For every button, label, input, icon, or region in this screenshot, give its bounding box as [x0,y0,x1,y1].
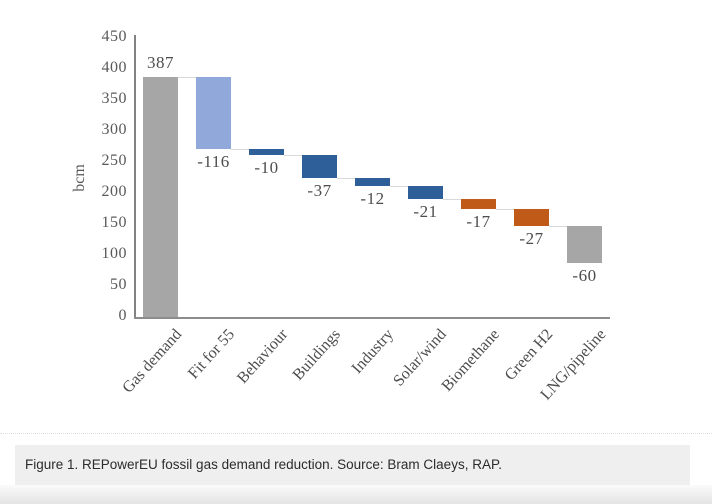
figure-caption: Figure 1. REPowerEU fossil gas demand re… [25,457,502,472]
bar-value-label: -17 [466,212,491,232]
y-tick-label: 450 [101,28,127,45]
y-tick-label: 0 [118,307,127,324]
waterfall-connector [337,178,355,180]
waterfall-connector [231,148,249,150]
bar-buildings [302,155,337,179]
bar-value-label: -37 [307,181,332,201]
x-category-label-behaviour: Behaviour [233,326,292,387]
bar-fit-for-55 [196,77,231,149]
page-bottom-edge [0,485,712,504]
y-tick-label: 300 [101,121,127,138]
waterfall-connector [443,198,461,200]
y-tick-label: 50 [110,276,127,293]
bar-value-label: -10 [254,158,279,178]
bar-industry [355,178,390,186]
waterfall-connector [284,155,302,157]
y-tick-label: 150 [101,214,127,231]
y-tick-label: 200 [101,183,127,200]
x-axis-line [134,317,610,319]
x-category-label-industry: Industry [348,326,398,378]
y-tick-label: 100 [101,245,127,262]
y-axis-line [134,35,136,318]
waterfall-connector [496,209,514,211]
bar-value-label: -116 [197,151,230,171]
y-tick-label: 350 [101,90,127,107]
waterfall-connector [549,225,567,227]
x-category-label-gas-demand: Gas demand [119,326,186,397]
bar-gas-demand [143,77,178,317]
figure-caption-band: Figure 1. REPowerEU fossil gas demand re… [15,445,690,485]
caption-separator-line [0,433,712,434]
x-category-label-green-h2: Green H2 [501,326,557,384]
waterfall-connector [178,77,196,79]
bar-value-label: -12 [360,188,385,208]
bar-solar-wind [408,185,443,199]
bar-biomethane [461,198,496,210]
bar-value-label: 387 [147,53,174,73]
bar-green-h2 [514,209,549,226]
bar-behaviour [249,148,284,156]
bar-value-label: -21 [413,201,438,221]
bar-value-label: -60 [572,266,597,286]
y-tick-label: 250 [101,152,127,169]
bar-lng-pipeline [567,225,602,264]
waterfall-connector [390,185,408,187]
y-axis-title: bcm [71,164,88,192]
y-tick-label: 400 [101,59,127,76]
x-category-label-fit-for-55: Fit for 55 [185,326,239,383]
bar-value-label: -27 [519,228,544,248]
x-category-label-buildings: Buildings [289,326,345,384]
